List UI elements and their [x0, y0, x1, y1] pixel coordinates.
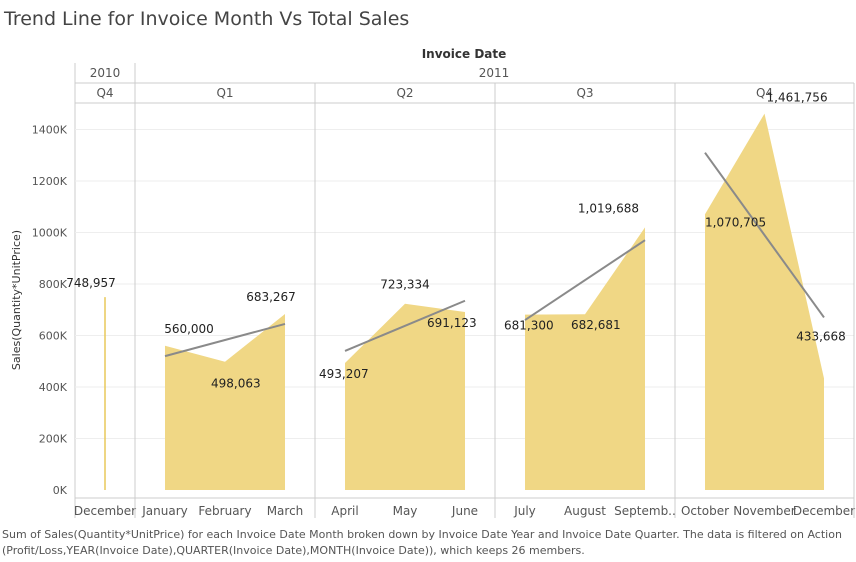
x-tick-label: December — [793, 504, 855, 518]
y-tick-label: 400K — [39, 381, 68, 394]
x-tick-label: November — [733, 504, 795, 518]
trend-line — [164, 322, 286, 358]
trend-line — [704, 152, 825, 319]
x-tick-label: July — [513, 504, 536, 518]
quarter-label: Q4 — [756, 86, 773, 100]
data-label: 723,334 — [380, 278, 430, 292]
quarter-label: Q4 — [96, 86, 113, 100]
data-label: 691,123 — [427, 316, 477, 330]
data-label: 1,461,756 — [767, 91, 828, 105]
data-label: 560,000 — [164, 322, 214, 336]
data-label: 1,070,705 — [705, 215, 766, 229]
data-label: 493,207 — [319, 367, 369, 381]
quarter-label: Q2 — [396, 86, 413, 100]
x-tick-label: January — [141, 504, 188, 518]
area-mark — [705, 113, 824, 490]
area-mark — [165, 314, 285, 490]
trend-line — [524, 239, 646, 321]
x-tick-label: February — [198, 504, 251, 518]
y-tick-label: 1200K — [32, 175, 68, 188]
x-tick-label: May — [393, 504, 418, 518]
data-label: 748,957 — [66, 276, 116, 290]
data-label: 1,019,688 — [578, 201, 639, 215]
y-tick-label: 200K — [39, 433, 68, 446]
y-tick-label: 1000K — [32, 227, 68, 240]
x-tick-label: March — [267, 504, 304, 518]
x-tick-label: August — [564, 504, 606, 518]
column-header-label: Invoice Date — [422, 47, 507, 61]
y-tick-label: 800K — [39, 278, 68, 291]
sales-trend-chart: Invoice Date 0K 200K 400K 600K 800K 1000K 1200K… — [10, 47, 855, 518]
y-tick-label: 0K — [53, 484, 68, 497]
area-mark — [345, 303, 465, 490]
x-tick-label: April — [331, 504, 358, 518]
quarter-label: Q1 — [216, 86, 233, 100]
data-label: 683,267 — [246, 290, 296, 304]
trend-line — [344, 299, 466, 352]
year-label: 2010 — [90, 66, 121, 80]
y-tick-label: 600K — [39, 330, 68, 343]
data-label: 681,300 — [504, 319, 554, 333]
data-label: 433,668 — [796, 329, 846, 343]
area-mark — [525, 227, 645, 490]
x-tick-label: Septemb.. — [614, 504, 676, 518]
data-label: 682,681 — [571, 318, 621, 332]
y-tick-label: 1400K — [32, 124, 68, 137]
x-tick-label: December — [74, 504, 136, 518]
data-label: 498,063 — [211, 377, 261, 391]
year-label: 2011 — [479, 66, 510, 80]
x-tick-label: October — [681, 504, 729, 518]
x-tick-label: June — [451, 504, 478, 518]
quarter-label: Q3 — [576, 86, 593, 100]
chart-caption: Sum of Sales(Quantity*UnitPrice) for eac… — [2, 528, 842, 557]
y-axis-label: Sales(Quantity*UnitPrice) — [10, 230, 23, 370]
chart-title: Trend Line for Invoice Month Vs Total Sa… — [4, 8, 410, 30]
